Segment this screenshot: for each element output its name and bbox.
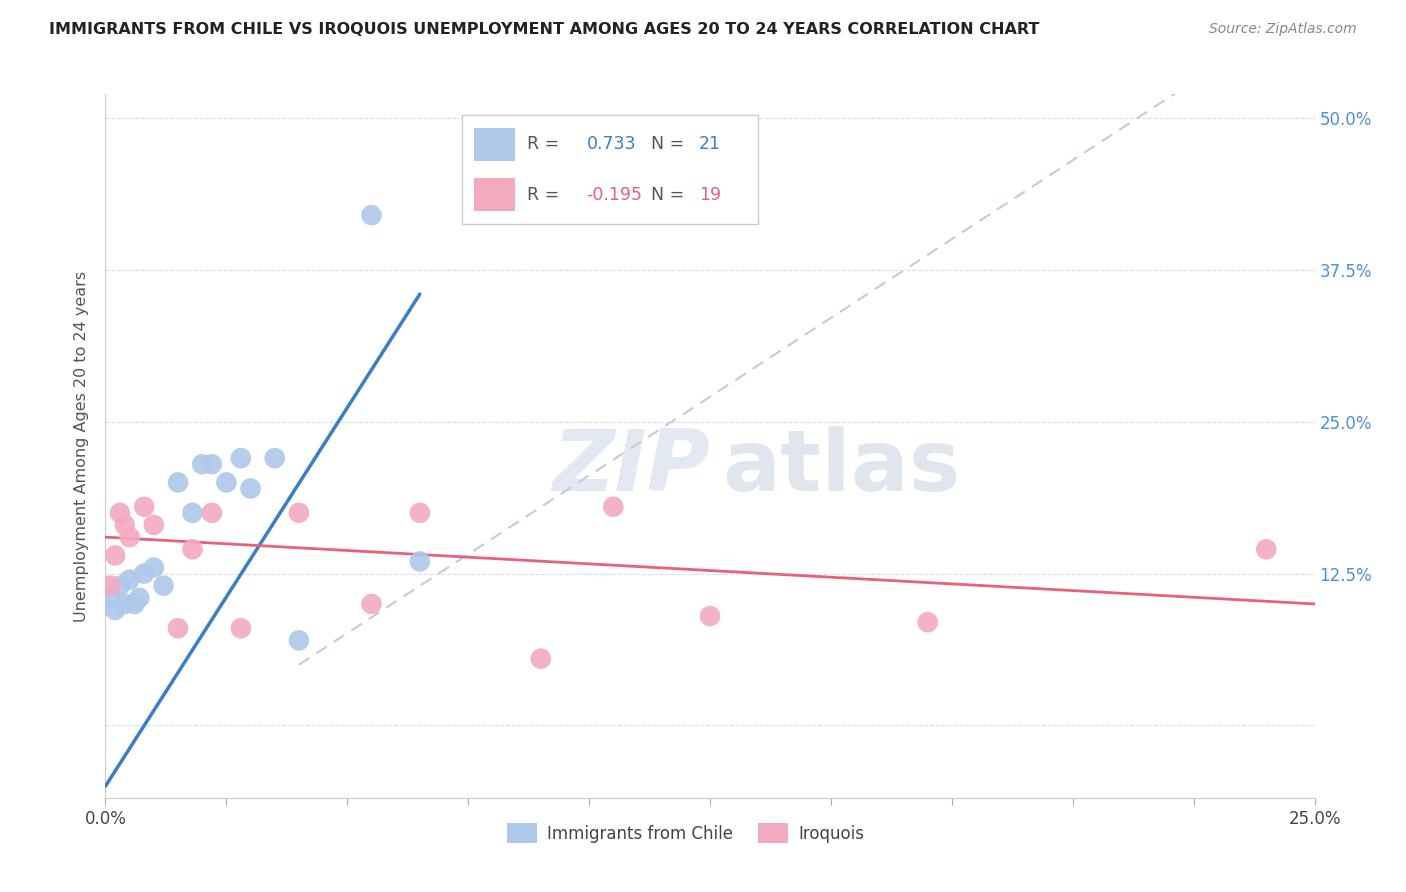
Point xyxy=(201,457,224,471)
Point xyxy=(181,542,204,557)
Point xyxy=(104,603,127,617)
Point xyxy=(360,597,382,611)
Point xyxy=(263,451,285,466)
Point xyxy=(215,475,238,490)
Point xyxy=(191,457,214,471)
Point xyxy=(530,651,553,665)
Legend: Immigrants from Chile, Iroquois: Immigrants from Chile, Iroquois xyxy=(501,816,870,850)
Point xyxy=(602,500,624,514)
Point xyxy=(124,597,146,611)
Point xyxy=(181,506,204,520)
Text: ZIP: ZIP xyxy=(553,425,710,508)
Point xyxy=(409,506,432,520)
Point xyxy=(118,573,141,587)
Point xyxy=(409,554,432,568)
Point xyxy=(104,549,127,563)
Point xyxy=(201,506,224,520)
Text: Source: ZipAtlas.com: Source: ZipAtlas.com xyxy=(1209,22,1357,37)
Point xyxy=(917,615,939,630)
Point xyxy=(134,566,156,581)
Point xyxy=(699,609,721,624)
Point xyxy=(108,506,131,520)
Point xyxy=(134,500,156,514)
Point xyxy=(128,591,150,605)
Point xyxy=(142,518,165,533)
Point xyxy=(142,560,165,574)
Point xyxy=(152,579,174,593)
Text: atlas: atlas xyxy=(723,425,960,508)
Point xyxy=(167,475,190,490)
Point xyxy=(108,579,131,593)
Point xyxy=(229,621,252,635)
Point xyxy=(360,208,382,222)
Point xyxy=(229,451,252,466)
Point xyxy=(98,579,121,593)
Point xyxy=(288,633,311,648)
Point xyxy=(167,621,190,635)
Point xyxy=(98,591,121,605)
Point xyxy=(1256,542,1278,557)
Point xyxy=(114,597,136,611)
Point xyxy=(118,530,141,544)
Point xyxy=(239,482,262,496)
Text: IMMIGRANTS FROM CHILE VS IROQUOIS UNEMPLOYMENT AMONG AGES 20 TO 24 YEARS CORRELA: IMMIGRANTS FROM CHILE VS IROQUOIS UNEMPL… xyxy=(49,22,1039,37)
Y-axis label: Unemployment Among Ages 20 to 24 years: Unemployment Among Ages 20 to 24 years xyxy=(75,270,90,622)
Point xyxy=(114,518,136,533)
Point xyxy=(288,506,311,520)
